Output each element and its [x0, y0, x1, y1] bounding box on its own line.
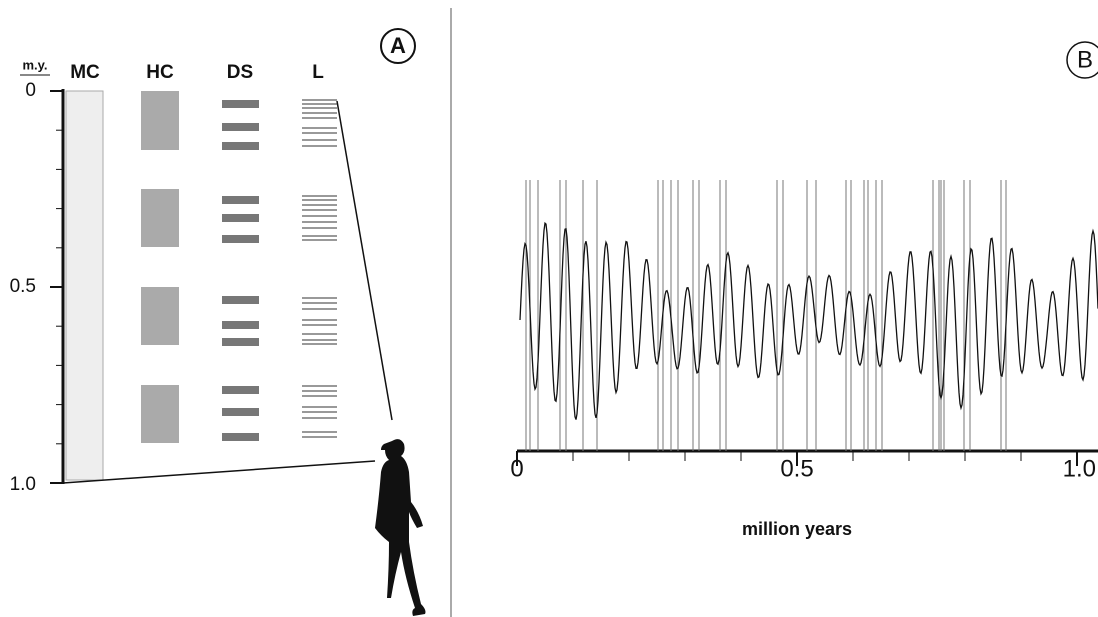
tick-label: 0.5: [780, 455, 813, 482]
ds-bar: [222, 100, 259, 108]
ds-bar: [222, 386, 259, 394]
hc-block: [141, 91, 179, 150]
hc-block: [141, 287, 179, 345]
tick-label: 1.0: [10, 474, 36, 495]
panel-badge: [1066, 41, 1098, 79]
ds-bar: [222, 408, 259, 416]
ds-bar: [222, 142, 259, 150]
ds-bar: [222, 235, 259, 243]
tick-label: 0: [510, 455, 523, 482]
ds-bar: [222, 338, 259, 346]
column-header: MC: [70, 62, 100, 83]
signal-curve: [519, 221, 1098, 420]
ds-bar: [222, 321, 259, 329]
perspective-line: [336, 100, 393, 421]
column-header: L: [312, 62, 324, 83]
ds-bar: [222, 214, 259, 222]
unit-label: m.y.: [22, 57, 47, 72]
panel-label: B: [1077, 46, 1093, 73]
tick-label: 0: [25, 80, 36, 101]
tick-label: 0.5: [10, 276, 36, 297]
ds-bar: [222, 196, 259, 204]
hc-block: [141, 189, 179, 247]
column-header: DS: [227, 62, 253, 83]
mc-column: [65, 90, 104, 481]
ds-bar: [222, 296, 259, 304]
person-silhouette: [375, 439, 426, 616]
column-header: HC: [146, 62, 174, 83]
panel-b-marks: [516, 180, 1098, 466]
axis-label: million years: [742, 519, 852, 539]
tick-label: 1.0: [1063, 455, 1096, 482]
ds-bar: [222, 123, 259, 131]
panel-label: A: [390, 33, 406, 58]
panel-a-marks: [50, 89, 337, 484]
panel-badge: [380, 28, 416, 64]
ds-bar: [222, 433, 259, 441]
hc-block: [141, 385, 179, 443]
perspective-line: [62, 460, 376, 484]
